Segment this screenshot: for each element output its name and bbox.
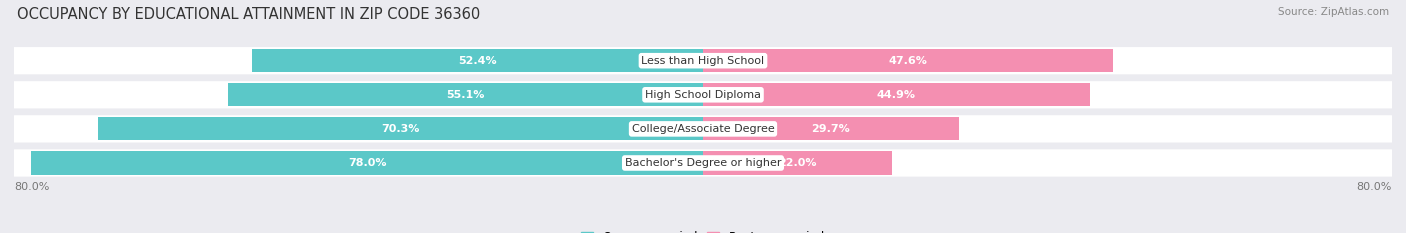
- Text: 22.0%: 22.0%: [779, 158, 817, 168]
- Text: Bachelor's Degree or higher: Bachelor's Degree or higher: [624, 158, 782, 168]
- Text: 52.4%: 52.4%: [458, 56, 496, 66]
- FancyBboxPatch shape: [14, 115, 1392, 143]
- Text: 78.0%: 78.0%: [347, 158, 387, 168]
- Text: 80.0%: 80.0%: [14, 182, 49, 192]
- Bar: [703, 49, 1114, 72]
- Text: 70.3%: 70.3%: [381, 124, 419, 134]
- Text: 44.9%: 44.9%: [877, 90, 915, 100]
- Bar: [703, 117, 959, 140]
- Text: Source: ZipAtlas.com: Source: ZipAtlas.com: [1278, 7, 1389, 17]
- Text: 29.7%: 29.7%: [811, 124, 851, 134]
- Text: 55.1%: 55.1%: [447, 90, 485, 100]
- Bar: [703, 83, 1090, 106]
- Text: OCCUPANCY BY EDUCATIONAL ATTAINMENT IN ZIP CODE 36360: OCCUPANCY BY EDUCATIONAL ATTAINMENT IN Z…: [17, 7, 479, 22]
- Bar: [252, 49, 703, 72]
- FancyBboxPatch shape: [14, 81, 1392, 108]
- Legend: Owner-occupied, Renter-occupied: Owner-occupied, Renter-occupied: [576, 226, 830, 233]
- Text: Less than High School: Less than High School: [641, 56, 765, 66]
- FancyBboxPatch shape: [14, 149, 1392, 177]
- Text: 80.0%: 80.0%: [1357, 182, 1392, 192]
- Text: 47.6%: 47.6%: [889, 56, 928, 66]
- FancyBboxPatch shape: [14, 47, 1392, 74]
- Text: High School Diploma: High School Diploma: [645, 90, 761, 100]
- Bar: [703, 151, 893, 175]
- Bar: [229, 83, 703, 106]
- Text: College/Associate Degree: College/Associate Degree: [631, 124, 775, 134]
- Bar: [97, 117, 703, 140]
- Bar: [31, 151, 703, 175]
